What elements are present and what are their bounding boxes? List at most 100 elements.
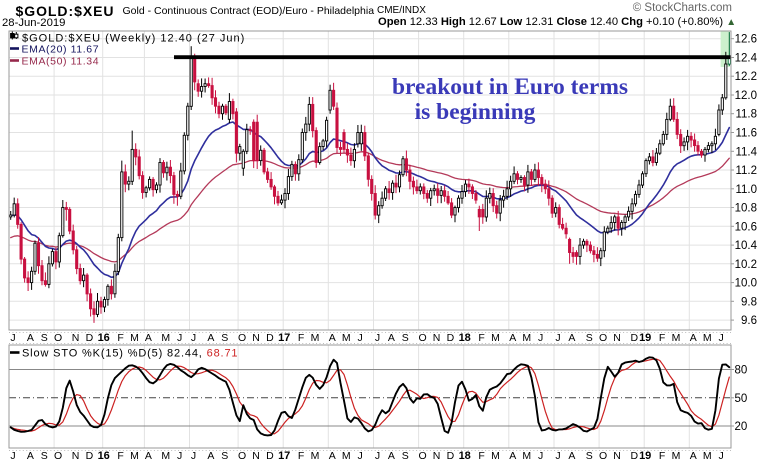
svg-text:16: 16 (98, 332, 110, 344)
svg-text:N: N (252, 332, 260, 344)
svg-text:S: S (586, 450, 593, 462)
svg-text:11.2: 11.2 (735, 165, 757, 177)
svg-text:A: A (509, 450, 516, 462)
svg-text:19: 19 (639, 332, 651, 344)
svg-text:S: S (41, 332, 48, 344)
svg-text:O: O (599, 332, 607, 344)
svg-text:12.4: 12.4 (735, 53, 758, 65)
svg-text:is beginning: is beginning (415, 99, 536, 125)
svg-text:J: J (191, 450, 196, 462)
svg-text:A: A (207, 332, 214, 344)
svg-text:O: O (238, 450, 246, 462)
svg-text:J: J (375, 450, 380, 462)
svg-text:J: J (177, 450, 182, 462)
svg-text:D: D (447, 450, 455, 462)
svg-text:Slow STO %K(15) %D(5) 82.44, 6: Slow STO %K(15) %D(5) 82.44, 68.71 (22, 348, 238, 360)
svg-text:17: 17 (278, 450, 290, 462)
svg-text:M: M (703, 450, 712, 462)
svg-text:J: J (375, 332, 380, 344)
svg-text:11.8: 11.8 (735, 109, 757, 121)
svg-text:11.4: 11.4 (735, 146, 757, 158)
svg-text:A: A (329, 450, 336, 462)
svg-text:11.0: 11.0 (735, 184, 757, 196)
svg-text:J: J (538, 450, 543, 462)
svg-text:F: F (659, 332, 665, 344)
svg-text:O: O (238, 332, 246, 344)
svg-text:M: M (703, 332, 712, 344)
svg-text:J: J (10, 332, 15, 344)
svg-text:9.8: 9.8 (741, 296, 757, 308)
svg-text:9.6: 9.6 (741, 315, 757, 327)
svg-text:19: 19 (639, 450, 651, 462)
svg-text:M: M (311, 332, 320, 344)
svg-text:A: A (690, 450, 697, 462)
svg-text:10.0: 10.0 (735, 278, 757, 290)
svg-text:A: A (27, 450, 34, 462)
svg-text:11.6: 11.6 (735, 128, 757, 140)
svg-text:M: M (130, 450, 139, 462)
svg-text:M: M (672, 450, 681, 462)
svg-text:D: D (86, 332, 94, 344)
svg-text:N: N (72, 450, 80, 462)
svg-text:M: M (161, 450, 170, 462)
svg-text:S: S (402, 332, 409, 344)
svg-text:J: J (177, 332, 182, 344)
svg-text:M: M (311, 450, 320, 462)
svg-text:12.2: 12.2 (735, 71, 757, 83)
svg-text:M: M (491, 332, 500, 344)
svg-text:M: M (342, 450, 351, 462)
svg-text:M: M (130, 332, 139, 344)
svg-text:D: D (631, 450, 639, 462)
svg-text:N: N (252, 450, 260, 462)
svg-text:F: F (298, 450, 304, 462)
svg-text:S: S (221, 332, 228, 344)
svg-text:O: O (54, 332, 62, 344)
svg-text:18: 18 (459, 332, 471, 344)
svg-text:16: 16 (98, 450, 110, 462)
svg-text:A: A (690, 332, 697, 344)
svg-text:F: F (478, 332, 484, 344)
svg-text:F: F (659, 450, 665, 462)
svg-text:A: A (145, 332, 152, 344)
svg-text:10.6: 10.6 (735, 221, 757, 233)
svg-text:M: M (161, 332, 170, 344)
svg-text:F: F (478, 450, 484, 462)
svg-text:F: F (117, 450, 123, 462)
svg-text:A: A (27, 332, 34, 344)
svg-text:O: O (419, 332, 427, 344)
svg-text:S: S (402, 450, 409, 462)
svg-text:J: J (357, 450, 362, 462)
svg-text:A: A (329, 332, 336, 344)
svg-text:O: O (419, 450, 427, 462)
svg-text:17: 17 (278, 332, 290, 344)
svg-text:J: J (555, 332, 560, 344)
svg-text:breakout in Euro terms: breakout in Euro terms (392, 74, 628, 100)
svg-text:A: A (388, 332, 395, 344)
svg-text:D: D (86, 450, 94, 462)
svg-text:A: A (207, 450, 214, 462)
svg-text:N: N (72, 332, 80, 344)
svg-text:EMA(20) 11.67: EMA(20) 11.67 (22, 44, 100, 56)
svg-text:M: M (672, 332, 681, 344)
svg-text:N: N (613, 450, 621, 462)
svg-text:M: M (522, 450, 531, 462)
svg-text:A: A (145, 450, 152, 462)
svg-text:A: A (568, 450, 575, 462)
svg-text:O: O (54, 450, 62, 462)
svg-text:D: D (631, 332, 639, 344)
svg-text:10.2: 10.2 (735, 259, 757, 271)
svg-text:$GOLD:$XEU (Weekly) 12.40 (27: $GOLD:$XEU (Weekly) 12.40 (27 Jun) (22, 33, 245, 45)
svg-text:F: F (117, 332, 123, 344)
svg-text:10.8: 10.8 (735, 203, 757, 215)
svg-text:J: J (191, 332, 196, 344)
svg-text:D: D (266, 450, 274, 462)
svg-text:S: S (586, 332, 593, 344)
svg-text:A: A (568, 332, 575, 344)
svg-text:80: 80 (735, 365, 748, 377)
svg-text:M: M (522, 332, 531, 344)
svg-text:A: A (388, 450, 395, 462)
svg-text:M: M (491, 450, 500, 462)
svg-text:J: J (10, 450, 15, 462)
svg-text:S: S (221, 450, 228, 462)
svg-text:EMA(50) 11.34: EMA(50) 11.34 (22, 56, 100, 68)
